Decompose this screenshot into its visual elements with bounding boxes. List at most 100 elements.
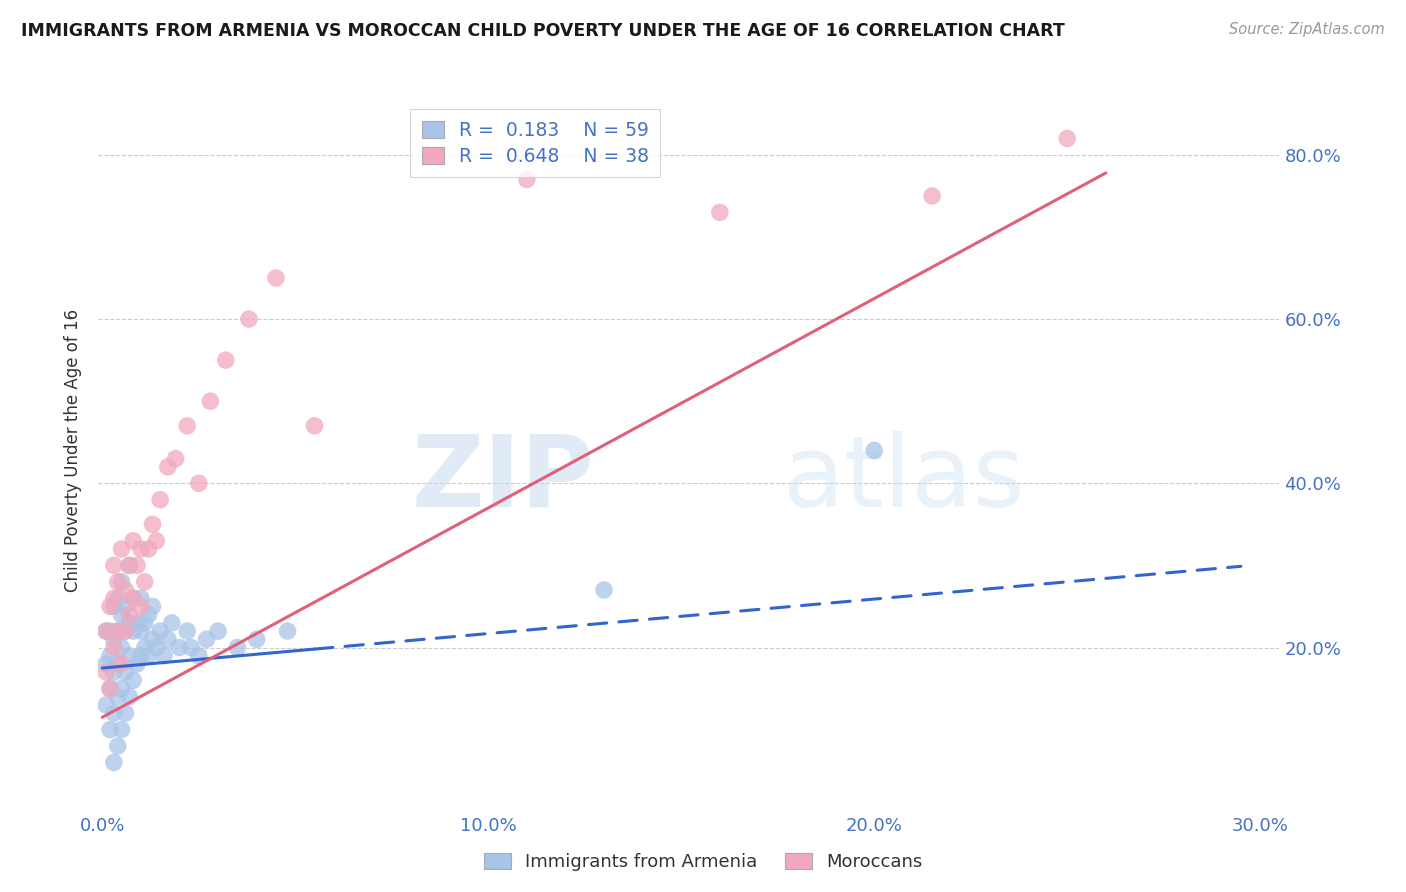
Point [118, 615, 141, 630]
Point [94, 624, 117, 639]
Point [165, 451, 187, 466]
Point [176, 624, 198, 639]
Point [94, 657, 117, 671]
Point [169, 640, 191, 655]
Point [107, 624, 129, 639]
Point [107, 624, 129, 639]
Point [103, 756, 125, 770]
Point [122, 533, 145, 548]
Point [160, 615, 183, 630]
Text: ZIP: ZIP [412, 431, 595, 528]
Point [141, 632, 163, 647]
Point [138, 541, 160, 556]
Point [114, 706, 136, 721]
Point [107, 657, 129, 671]
Point [107, 739, 129, 753]
Legend: Immigrants from Armenia, Moroccans: Immigrants from Armenia, Moroccans [477, 846, 929, 879]
Point [103, 665, 125, 680]
Point [246, 632, 269, 647]
Point [98, 624, 121, 639]
Point [122, 591, 145, 606]
Point [110, 574, 132, 589]
Point [110, 657, 132, 671]
Point [103, 591, 125, 606]
Point [138, 607, 160, 622]
Point [103, 706, 125, 721]
Point [107, 690, 129, 704]
Point [125, 615, 148, 630]
Point [226, 640, 249, 655]
Point [129, 591, 152, 606]
Point [304, 418, 326, 433]
Point [134, 640, 156, 655]
Point [94, 624, 117, 639]
Point [118, 558, 141, 573]
Point [129, 541, 152, 556]
Point [114, 624, 136, 639]
Point [114, 599, 136, 614]
Point [129, 599, 152, 614]
Point [125, 657, 148, 671]
Point [176, 418, 198, 433]
Point [153, 648, 176, 663]
Point [1056, 131, 1078, 145]
Point [103, 640, 125, 655]
Point [187, 648, 209, 663]
Point [134, 615, 156, 630]
Point [118, 607, 141, 622]
Point [180, 640, 202, 655]
Point [187, 476, 209, 491]
Point [156, 459, 179, 474]
Point [141, 599, 163, 614]
Point [118, 648, 141, 663]
Point [98, 599, 121, 614]
Point [98, 681, 121, 696]
Point [98, 723, 121, 737]
Y-axis label: Child Poverty Under the Age of 16: Child Poverty Under the Age of 16 [65, 309, 83, 592]
Point [145, 533, 167, 548]
Point [264, 271, 287, 285]
Point [593, 582, 616, 597]
Point [149, 624, 172, 639]
Point [129, 624, 152, 639]
Point [207, 624, 229, 639]
Point [118, 690, 141, 704]
Point [141, 517, 163, 532]
Point [709, 205, 731, 219]
Point [103, 558, 125, 573]
Point [94, 665, 117, 680]
Point [118, 558, 141, 573]
Point [103, 599, 125, 614]
Point [200, 394, 222, 409]
Point [921, 189, 943, 203]
Point [129, 648, 152, 663]
Point [98, 681, 121, 696]
Point [149, 492, 172, 507]
Point [110, 541, 132, 556]
Point [114, 665, 136, 680]
Point [516, 172, 538, 186]
Point [122, 591, 145, 606]
Text: Source: ZipAtlas.com: Source: ZipAtlas.com [1229, 22, 1385, 37]
Point [145, 640, 167, 655]
Text: atlas: atlas [783, 431, 1025, 528]
Point [195, 632, 218, 647]
Point [863, 443, 886, 458]
Point [103, 632, 125, 647]
Legend: R =  0.183    N = 59, R =  0.648    N = 38: R = 0.183 N = 59, R = 0.648 N = 38 [411, 110, 661, 178]
Point [107, 591, 129, 606]
Point [125, 558, 148, 573]
Point [114, 582, 136, 597]
Point [138, 648, 160, 663]
Point [107, 574, 129, 589]
Point [134, 574, 156, 589]
Point [277, 624, 299, 639]
Point [122, 624, 145, 639]
Point [94, 698, 117, 712]
Point [238, 312, 260, 326]
Point [110, 723, 132, 737]
Point [110, 640, 132, 655]
Point [110, 607, 132, 622]
Point [110, 681, 132, 696]
Text: IMMIGRANTS FROM ARMENIA VS MOROCCAN CHILD POVERTY UNDER THE AGE OF 16 CORRELATIO: IMMIGRANTS FROM ARMENIA VS MOROCCAN CHIL… [21, 22, 1064, 40]
